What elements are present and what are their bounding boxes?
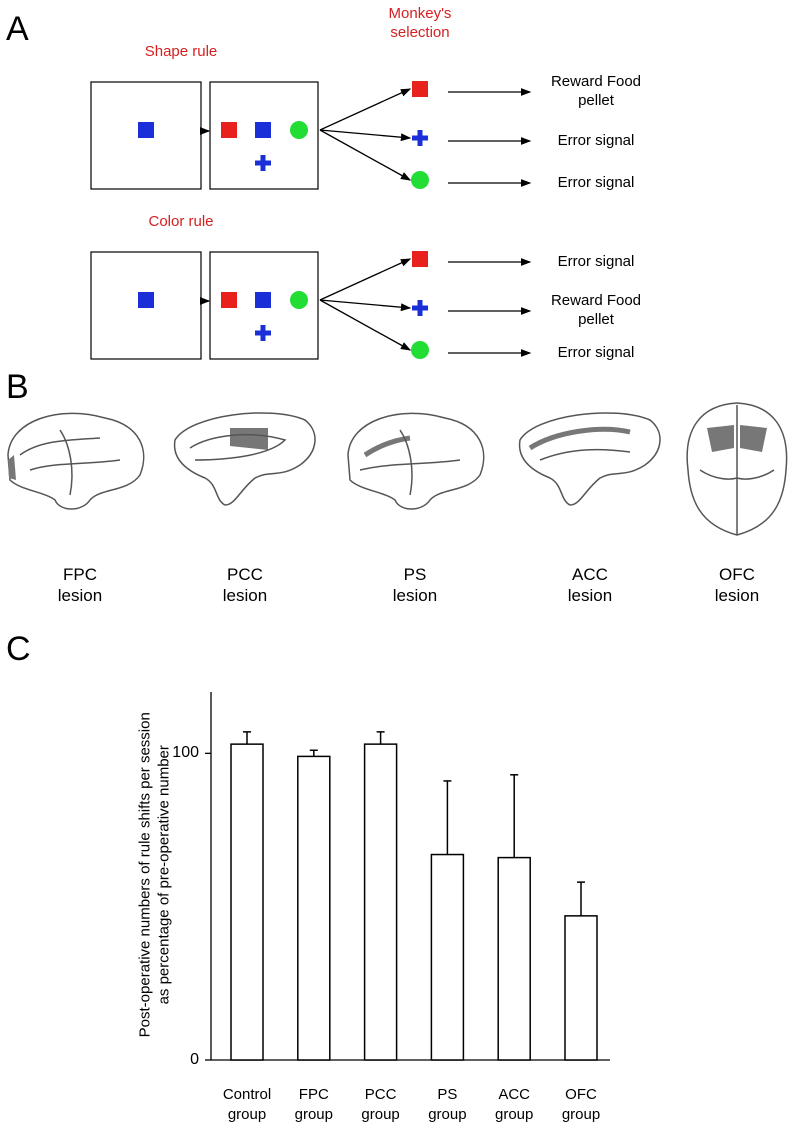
stimulus-square: [255, 292, 271, 308]
bar: [297, 755, 331, 1061]
y-tick-label: 0: [190, 1051, 199, 1068]
stimulus-square: [412, 251, 428, 267]
x-tick-label: Control group: [222, 1086, 272, 1124]
outcome-label: Error signal: [557, 252, 635, 270]
x-tick-label: OFC group: [561, 1086, 601, 1124]
y-tick-label: 100: [172, 744, 199, 762]
outcome-label: Error signal: [557, 343, 635, 361]
outcome-label: Error signal: [557, 173, 635, 191]
stimulus-square: [221, 292, 237, 308]
arrow: [319, 258, 412, 301]
selection-heading: Monkey's selection: [388, 5, 452, 41]
stimulus-square: [138, 292, 154, 308]
arrow: [319, 88, 412, 131]
outcome-label: Reward Food pellet: [550, 292, 642, 328]
x-tick-label: FPC group: [294, 1086, 333, 1124]
stimulus-box: [90, 251, 202, 360]
lesion-label: PS lesion: [392, 565, 438, 606]
lesion-label: FPC lesion: [57, 565, 103, 606]
lesion-label: PCC lesion: [222, 565, 268, 606]
bar: [497, 856, 531, 1061]
rule-label: Shape rule: [144, 43, 218, 60]
panel-label: A: [6, 10, 29, 48]
x-tick-label: ACC group: [495, 1086, 534, 1124]
x-tick-label: PCC group: [361, 1086, 400, 1124]
stimulus-cross: [412, 130, 428, 146]
stimulus-cross: [255, 325, 271, 341]
stimulus-box: [209, 81, 319, 190]
stimulus-circle: [411, 341, 429, 359]
y-axis-label: Post-operative numbers of rule shifts pe…: [136, 712, 172, 1038]
arrow: [319, 129, 412, 181]
stimulus-cross: [412, 300, 428, 316]
arrow: [319, 299, 412, 312]
outcome-label: Reward Food pellet: [550, 73, 642, 109]
stimulus-circle: [411, 171, 429, 189]
bar: [430, 853, 465, 1061]
stimulus-square: [138, 122, 154, 138]
lesion-label: OFC lesion: [714, 565, 760, 606]
outcome-label: Error signal: [557, 131, 635, 149]
panel-label: B: [6, 368, 29, 406]
stimulus-box: [209, 251, 319, 360]
bar: [564, 915, 598, 1061]
stimulus-square: [221, 122, 237, 138]
brain-illustrations: [7, 402, 788, 536]
rule-label: Color rule: [148, 213, 214, 230]
stimulus-circle: [290, 121, 308, 139]
stimulus-cross: [255, 155, 271, 171]
x-tick-label: PS group: [428, 1086, 467, 1124]
lesion-label: ACC lesion: [567, 565, 613, 606]
bar: [230, 743, 264, 1061]
stimulus-circle: [290, 291, 308, 309]
stimulus-square: [412, 81, 428, 97]
arrow: [319, 129, 412, 142]
bar: [363, 743, 398, 1061]
arrow: [319, 299, 412, 351]
stimulus-box: [90, 81, 202, 190]
stimulus-square: [255, 122, 271, 138]
panel-label: C: [6, 630, 31, 668]
